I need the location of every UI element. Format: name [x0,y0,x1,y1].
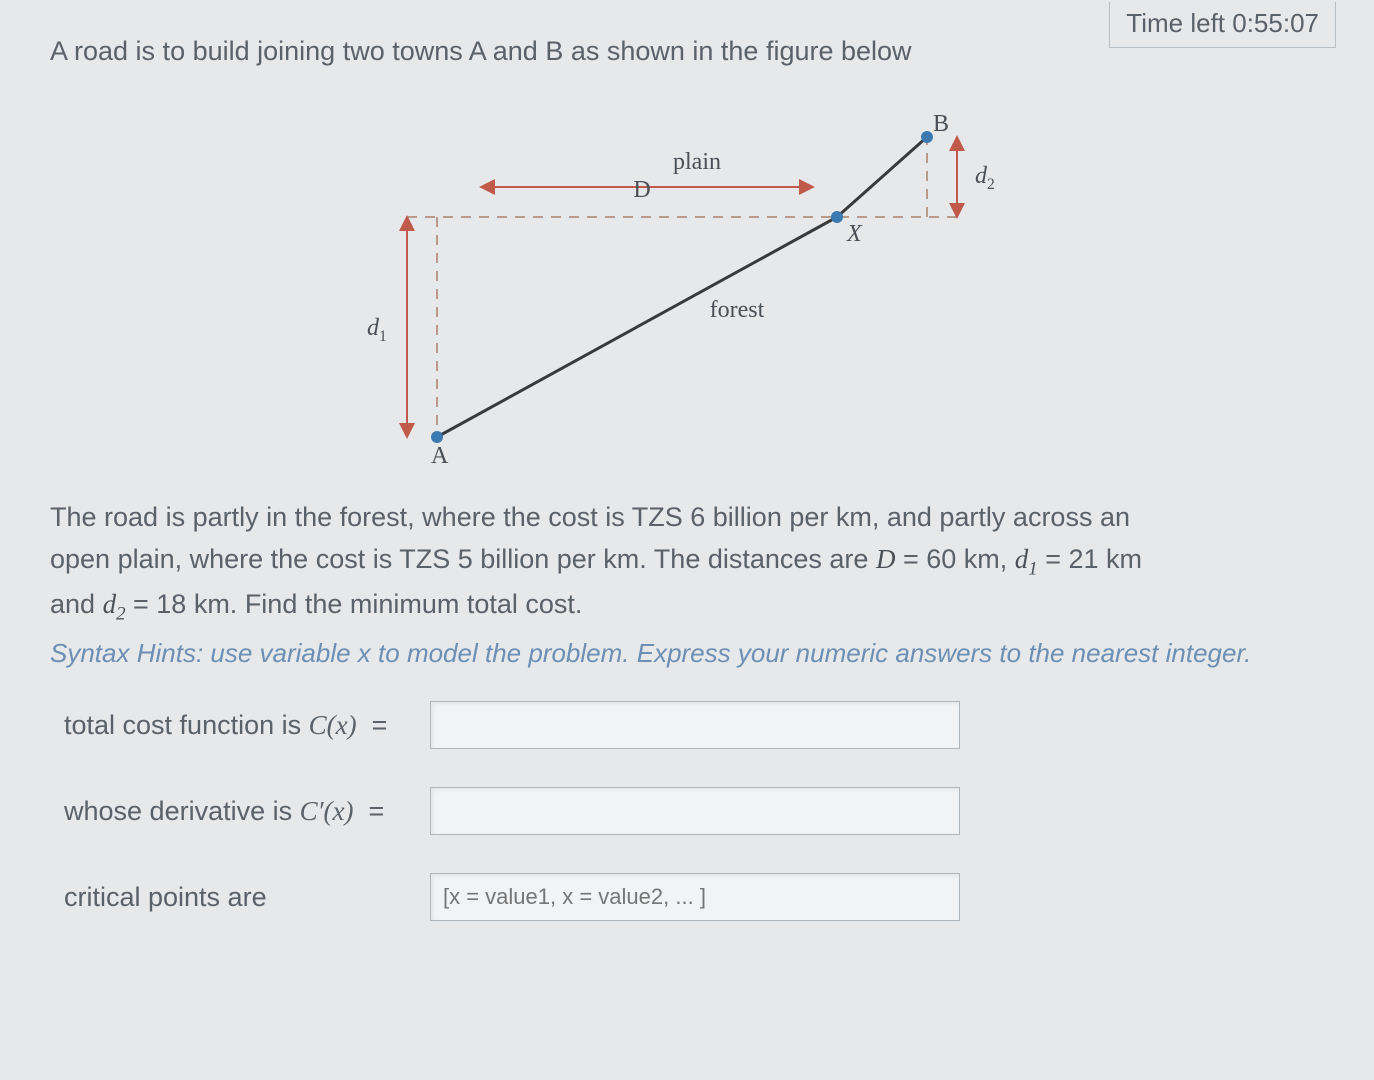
svg-text:A: A [431,443,449,469]
label-derivative: whose derivative is C′(x) = [50,796,430,827]
timer-value: 0:55:07 [1232,8,1319,38]
body-l1a: The road is partly in the forest, where … [50,502,1130,532]
svg-text:2: 2 [987,176,995,193]
diagram-svg: plainDforestd1d2ABX [367,97,1007,477]
question-intro: A road is to build joining two towns A a… [50,36,1080,67]
body-l1b: open plain, where the cost is TZS 5 bill… [50,544,876,574]
syntax-hint: Syntax Hints: use variable x to model th… [50,634,1324,673]
input-cost-fn[interactable] [430,701,960,749]
eq3: = 18 km. Find the minimum total cost. [126,589,583,619]
body-l2a: and [50,589,103,619]
row-derivative: whose derivative is C′(x) = [50,787,1324,835]
var-d2: d2 [103,589,126,619]
eq2: = 21 km [1038,544,1142,574]
label-cost-fn: total cost function is C(x) = [50,710,430,741]
row-critical: critical points are [50,873,1324,921]
question-page: Time left 0:55:07 A road is to build joi… [0,0,1374,1080]
svg-text:X: X [846,221,863,247]
svg-text:1: 1 [379,328,387,345]
input-derivative[interactable] [430,787,960,835]
answers-block: total cost function is C(x) = whose deri… [50,701,1324,921]
row-cost-fn: total cost function is C(x) = [50,701,1324,749]
svg-text:plain: plain [673,149,721,175]
svg-text:D: D [633,177,650,203]
timer-label: Time left [1126,8,1225,38]
svg-text:forest: forest [710,297,765,323]
label-critical: critical points are [50,882,430,913]
timer-box: Time left 0:55:07 [1109,2,1336,48]
var-D: D [876,544,896,574]
diagram: plainDforestd1d2ABX [367,97,1007,477]
svg-text:B: B [933,111,949,137]
var-d1: d1 [1015,544,1038,574]
eq1: = 60 km, [895,544,1014,574]
input-critical[interactable] [430,873,960,921]
question-body: The road is partly in the forest, where … [50,497,1324,628]
